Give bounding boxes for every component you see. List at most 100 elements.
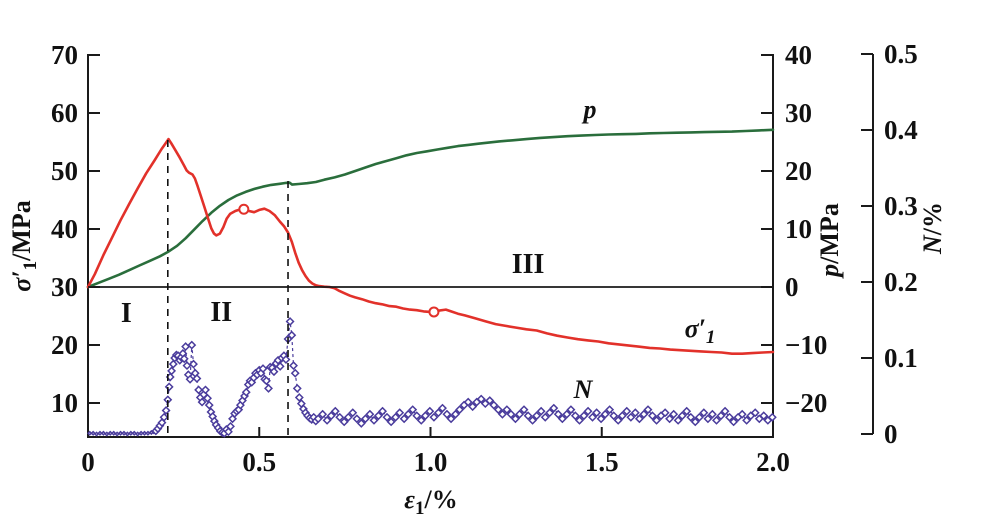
n-data-point [360,414,370,424]
x-axis-title: ε1/% [404,485,457,519]
sigma1-curve [86,137,775,356]
n-data-point [292,383,302,393]
n-data-point [429,412,439,422]
n-data-point [609,411,619,421]
n-data-point [135,431,141,437]
p-tick-label: −20 [785,388,827,418]
p-tick-label: −10 [785,330,827,360]
n-data-point [185,374,195,384]
n-data-point [197,397,207,407]
n-data-point [168,359,178,369]
n-data-point [182,361,192,371]
axes-group: 70605040302010σ′1/MPa403020100−10−20p/MP… [7,39,947,519]
n-data-point [596,414,606,424]
n-data-point [588,412,597,422]
n-data-point [617,411,627,421]
n-series-label: N [573,375,594,404]
x-tick-label: 1.0 [414,447,448,477]
n-tick-label: 0.1 [884,343,918,373]
n-data-point [352,414,362,424]
n-data-point [506,409,516,419]
sigma-tick-label: 10 [51,388,78,418]
n-data-point [128,430,134,436]
x-tick-label: 0 [81,447,95,477]
n-data-point [566,405,576,415]
n-data-point [750,408,760,418]
n-data-point [463,397,473,407]
n-data-point [386,417,396,427]
n-data-point [269,367,279,377]
n-data-point [391,412,401,422]
n-data-point [639,409,649,419]
p-curve [86,128,775,289]
n-data-point [446,414,456,424]
n-data-point [356,418,366,428]
n-data-point [553,409,563,419]
n-data-point [497,409,507,419]
sigma-axis-title: σ′1/MPa [7,200,41,291]
p-tick-label: 30 [785,98,812,128]
sigma1-open-marker [238,203,250,215]
n-data-point [600,409,610,419]
n-data-point [622,406,632,416]
n-data-point [694,412,704,422]
n-data-point [241,387,251,397]
n-data-point [634,414,644,424]
n-data-point [87,430,93,436]
x-tick-label: 2.0 [756,447,790,477]
zone-label-2: II [210,297,232,328]
n-data-point [161,405,171,415]
sigma-tick-label: 50 [51,156,78,186]
n-data-point [767,412,777,422]
n-data-point [294,393,304,402]
n-data-point [583,406,593,416]
n-data-point [124,431,131,437]
n-data-point [523,411,533,421]
n-data-point [690,417,700,427]
n-data-point [528,415,538,425]
n-data-point [167,366,177,376]
n-data-point [626,412,636,422]
n-data-point [665,414,675,424]
n-data-point [131,430,137,436]
n-data-point [179,354,189,364]
n-data-point [673,415,683,425]
sigma-tick-label: 30 [51,272,78,302]
n-data-point [382,412,392,422]
n-data-point [420,411,430,421]
n-data-point [100,430,107,436]
n-data-point [485,396,495,406]
n-data-point [403,409,413,419]
n-tick-label: 0.4 [884,115,918,145]
n-data-point [408,405,418,415]
p-curve-label: p [582,95,597,124]
p-tick-label: 0 [785,272,799,302]
n-data-point [536,406,546,416]
n-data-point [660,408,670,418]
n-data-point [570,411,580,421]
x-tick-label: 0.5 [242,447,276,477]
n-data-point [275,361,285,371]
n-data-point [416,415,426,425]
n-tick-label: 0.5 [884,39,918,69]
p-tick-label: 40 [785,40,812,70]
n-data-point [493,405,503,415]
n-data-point [677,411,687,421]
n-data-point [395,408,405,418]
n-data-point [455,405,465,415]
n-data-point [605,405,615,415]
sigma-tick-label: 40 [51,214,78,244]
n-data-point [425,406,435,416]
n-data-point [204,400,214,410]
n-data-point [399,414,409,424]
n-data-point [557,414,567,424]
n-data-point [707,409,717,419]
n-tick-label: 0.3 [884,191,918,221]
n-data-point [281,355,291,364]
n-data-point [510,414,520,424]
n-data-point [737,409,747,419]
n-data-point [90,430,96,436]
n-data-point [433,408,443,418]
n-data-point [630,408,640,418]
